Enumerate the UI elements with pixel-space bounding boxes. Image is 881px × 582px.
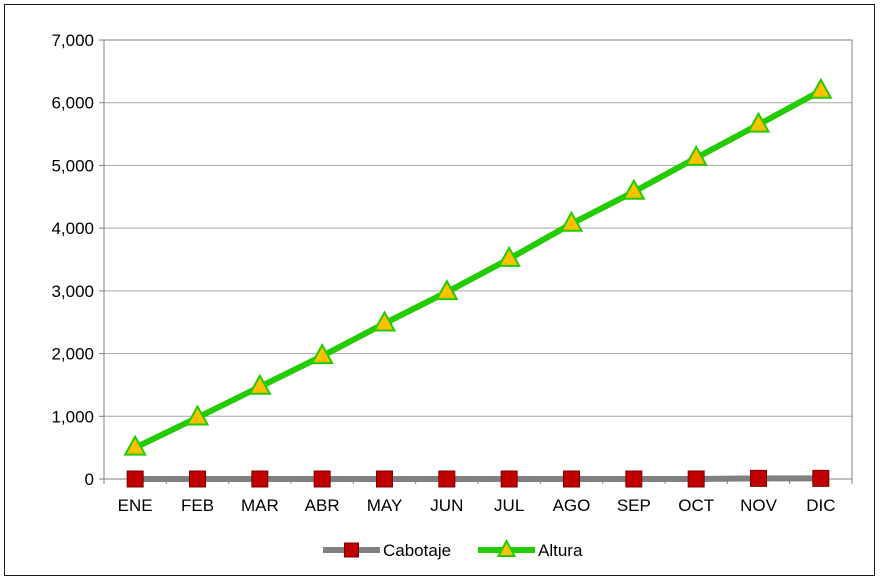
series-altura [123, 77, 833, 456]
legend-item-cabotaje: Cabotaje [323, 541, 451, 560]
x-tick-label: FEB [181, 496, 214, 515]
data-point [812, 469, 830, 487]
data-point [746, 111, 771, 133]
data-point [123, 434, 147, 456]
data-point [500, 470, 518, 488]
data-point [687, 470, 705, 488]
x-tick-label: AGO [553, 496, 591, 515]
data-point [313, 470, 331, 488]
data-point [684, 144, 708, 166]
data-point [622, 178, 646, 200]
x-tick-label: MAR [241, 496, 279, 515]
data-point [126, 470, 144, 488]
x-tick-label: ABR [305, 496, 340, 515]
legend-label: Cabotaje [383, 541, 451, 560]
data-point [559, 210, 584, 232]
y-tick-label: 0 [85, 470, 94, 489]
x-tick-label: ENE [118, 496, 153, 515]
data-point [497, 245, 521, 267]
series-cabotaje [126, 469, 830, 488]
plot-area [103, 39, 853, 480]
legend-marker [344, 542, 359, 558]
series-group [123, 77, 833, 488]
y-tick-label: 6,000 [51, 94, 94, 113]
x-tick-label: JUL [494, 496, 524, 515]
legend-marker [496, 538, 517, 557]
legend-label: Altura [538, 541, 583, 560]
x-axis: ENE FEB MAR ABR MAY JUN JUL AGO SEP OCT NOV DIC [103, 478, 853, 515]
x-tick-label: OCT [678, 496, 714, 515]
y-tick-label: 4,000 [51, 219, 94, 238]
series-line [135, 475, 821, 482]
x-tick-label: NOV [740, 496, 778, 515]
data-point [563, 470, 580, 488]
data-point [372, 310, 397, 332]
data-point [185, 404, 210, 426]
legend-item-altura: Altura [478, 538, 583, 560]
data-point [376, 470, 393, 488]
data-point [248, 373, 272, 395]
y-tick-label: 2,000 [51, 345, 94, 364]
y-tick-label: 3,000 [51, 282, 94, 301]
legend: Cabotaje Altura [323, 538, 583, 560]
y-axis: 0 1,000 2,000 3,000 4,000 5,000 6,000 7,000 [51, 31, 104, 489]
series-line [133, 88, 823, 451]
y-tick-label: 5,000 [51, 156, 94, 175]
data-point [310, 343, 334, 365]
data-point [251, 470, 269, 488]
data-point [189, 470, 206, 488]
data-point [435, 279, 459, 301]
x-tick-label: MAY [367, 496, 403, 515]
y-tick-label: 1,000 [51, 407, 94, 426]
data-point [750, 469, 767, 487]
data-point [438, 470, 456, 488]
data-point [625, 470, 643, 488]
x-tick-label: SEP [617, 496, 651, 515]
x-tick-label: JUN [430, 496, 463, 515]
y-tick-label: 7,000 [51, 31, 94, 50]
data-point [809, 77, 833, 99]
gridlines [104, 39, 852, 417]
x-tick-label: DIC [806, 496, 835, 515]
